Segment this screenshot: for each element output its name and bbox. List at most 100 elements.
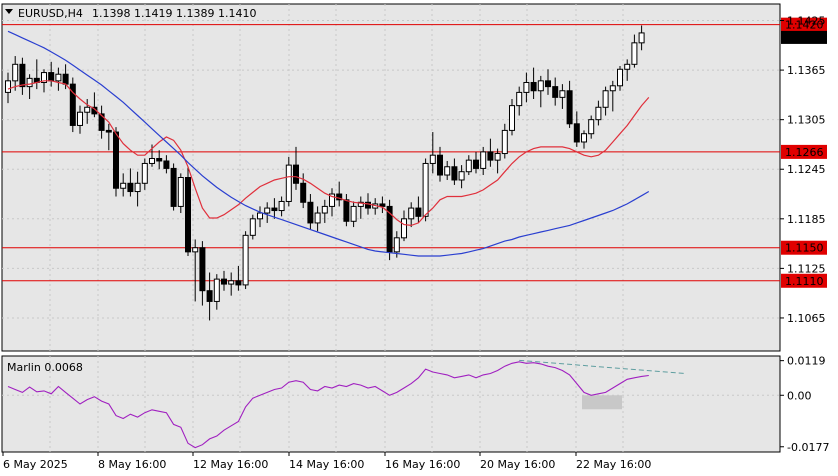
- candle-bullish: [422, 162, 429, 217]
- price-tick-label: 1.1245: [787, 163, 826, 176]
- candle-bullish: [638, 32, 645, 44]
- candle-bearish: [566, 90, 573, 125]
- candle-bullish: [357, 201, 364, 207]
- candle-bullish: [609, 85, 616, 92]
- candle-bullish: [408, 207, 415, 220]
- candle-bullish: [264, 207, 271, 214]
- price-panel-background: [1, 3, 781, 352]
- candle-bullish: [149, 157, 155, 164]
- price-tick-label: 1.1305: [787, 114, 826, 127]
- candle-bullish: [631, 42, 638, 65]
- time-tick-label: 16 May 16:00: [385, 458, 460, 471]
- candle-bullish: [559, 90, 566, 98]
- candle-bearish: [293, 164, 299, 184]
- candle-bullish: [393, 237, 400, 253]
- candle-bullish: [120, 182, 127, 189]
- level-label: 1.1266: [785, 146, 824, 159]
- candle-bullish: [134, 182, 141, 193]
- candle-bearish: [451, 166, 458, 181]
- candle-bullish: [480, 151, 487, 169]
- price-tick-label: 1.1125: [787, 262, 826, 275]
- current-price-label: 1.1410: [785, 32, 824, 45]
- candle-bearish: [199, 247, 206, 292]
- price-tick-label: 1.1425: [787, 15, 826, 28]
- candle-bullish: [314, 212, 321, 224]
- moving-averages: [7, 30, 650, 257]
- price-axis: 1.1425 1.1365 1.1305 1.1245 1.1185 1.1125 1.10…: [780, 15, 826, 325]
- candle-bullish: [458, 171, 465, 181]
- price-tick-label: 1.1185: [787, 213, 826, 226]
- horizontal-levels[interactable]: 1.1420 1.1266 1.1150 1.1110 1.1410: [2, 17, 827, 288]
- level-label: 1.1150: [785, 242, 824, 255]
- candle-bearish: [379, 203, 386, 207]
- level-label: 1.1110: [785, 275, 824, 288]
- oscillator-tick-label: -0.0177: [787, 441, 829, 454]
- candle-bullish: [588, 119, 595, 135]
- candle-bearish: [530, 81, 537, 92]
- candle-bearish: [105, 129, 112, 133]
- candle-bearish: [300, 182, 307, 203]
- price-tick-label: 1.1065: [787, 312, 826, 325]
- candle-bearish: [206, 290, 213, 302]
- candle-bearish: [545, 80, 551, 88]
- candle-bearish: [573, 123, 580, 143]
- level-label-bg: [781, 240, 827, 255]
- candle-bullish: [242, 234, 249, 286]
- candle-bearish: [170, 167, 177, 207]
- candle-bearish: [221, 278, 227, 285]
- candle-bullish: [444, 166, 451, 176]
- candles: [5, 25, 645, 321]
- candle-bearish: [127, 182, 134, 193]
- candle-bullish: [249, 218, 256, 236]
- candle-bullish: [516, 91, 523, 107]
- level-label-bg: [781, 273, 827, 288]
- candle-bullish: [192, 247, 199, 253]
- time-tick-label: 12 May 16:00: [193, 458, 268, 471]
- oscillator-title: Marlin 0.0068: [7, 361, 83, 374]
- candle-bullish: [257, 212, 263, 220]
- candle-bearish: [48, 72, 55, 82]
- candle-bullish: [228, 280, 235, 285]
- candle-bullish: [26, 77, 33, 88]
- candle-bullish: [465, 159, 472, 173]
- current-price-bg: [781, 30, 827, 44]
- candle-bullish: [84, 106, 91, 113]
- time-tick-label: 8 May 16:00: [98, 458, 166, 471]
- candle-bearish: [185, 177, 191, 253]
- candle-bullish: [177, 177, 184, 207]
- dropdown-triangle-icon[interactable]: [5, 9, 13, 14]
- candle-bearish: [415, 207, 422, 217]
- candle-bearish: [487, 151, 494, 161]
- candle-bullish: [401, 218, 407, 239]
- time-tick-label: 14 May 16:00: [289, 458, 364, 471]
- candle-bearish: [19, 63, 26, 88]
- symbol-label: EURUSD,H4: [18, 7, 83, 20]
- candle-bullish: [494, 153, 501, 161]
- candle-bearish: [156, 157, 163, 162]
- candle-bearish: [343, 199, 350, 222]
- ma-fast-line: [7, 80, 650, 227]
- candle-bearish: [163, 160, 170, 169]
- candle-bullish: [595, 106, 602, 121]
- candle-bullish: [321, 205, 328, 214]
- candle-bearish: [386, 205, 393, 253]
- candle-bullish: [55, 73, 62, 82]
- candle-bullish: [285, 164, 292, 202]
- candle-bullish: [624, 63, 631, 70]
- candle-bullish: [41, 72, 47, 83]
- candle-bearish: [365, 201, 371, 209]
- candle-bullish: [77, 111, 83, 126]
- oscillator-trendline: [519, 359, 685, 374]
- chart-header: EURUSD,H4 1.1398 1.1419 1.1389 1.1410: [5, 7, 256, 20]
- candle-bullish: [501, 129, 508, 155]
- oscillator-tick-label: 0.00: [787, 389, 812, 402]
- price-tick-label: 1.1365: [787, 64, 826, 77]
- candle-bullish: [509, 105, 515, 131]
- candle-bearish: [307, 201, 314, 224]
- level-label-bg: [781, 144, 827, 159]
- candle-bullish: [537, 80, 544, 92]
- time-axis: 6 May 2025 8 May 16:00 12 May 16:00 14 May …: [2, 452, 651, 471]
- candle-bearish: [271, 207, 278, 212]
- candle-bullish: [213, 278, 220, 302]
